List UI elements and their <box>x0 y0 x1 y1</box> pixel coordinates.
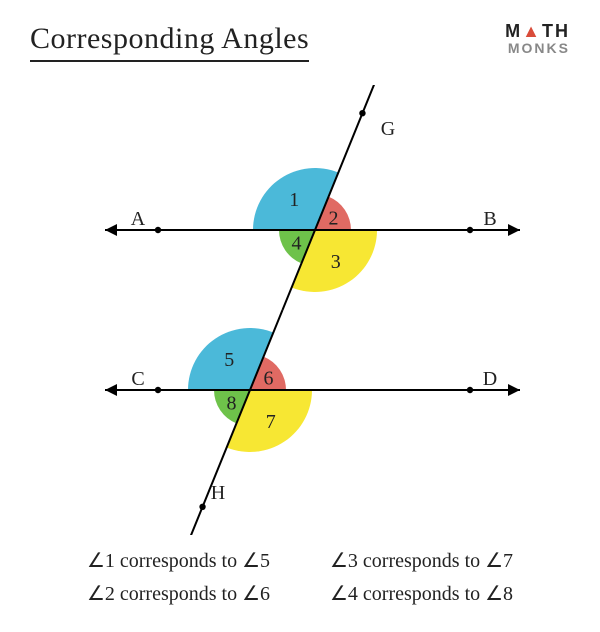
svg-text:D: D <box>483 368 497 390</box>
logo-m: M <box>505 21 522 41</box>
svg-text:C: C <box>131 368 144 390</box>
logo: M▲TH MONKS <box>505 22 570 56</box>
logo-line2: MONKS <box>505 41 570 56</box>
caption-1: ∠1 corresponds to ∠5 <box>87 548 270 573</box>
logo-th: TH <box>542 21 570 41</box>
svg-text:6: 6 <box>264 368 274 390</box>
caption-3: ∠3 corresponds to ∠7 <box>330 548 513 573</box>
svg-text:1: 1 <box>289 189 299 211</box>
svg-text:B: B <box>483 208 496 230</box>
diagram: 1 2 3 4 5 6 7 8 A B G C D H <box>40 85 560 540</box>
svg-text:8: 8 <box>226 392 236 414</box>
svg-text:7: 7 <box>266 411 276 433</box>
svg-text:G: G <box>381 118 395 140</box>
logo-line1: M▲TH <box>505 22 570 41</box>
logo-triangle-icon: ▲ <box>522 21 542 41</box>
diagram-svg: 1 2 3 4 5 6 7 8 A B G C D H <box>40 85 560 535</box>
page-title: Corresponding Angles <box>30 22 309 62</box>
svg-text:4: 4 <box>291 232 301 254</box>
captions: ∠1 corresponds to ∠5 ∠3 corresponds to ∠… <box>0 548 600 614</box>
svg-text:5: 5 <box>224 349 234 371</box>
svg-text:3: 3 <box>331 251 341 273</box>
caption-2: ∠2 corresponds to ∠6 <box>87 581 270 606</box>
caption-4: ∠4 corresponds to ∠8 <box>330 581 513 606</box>
svg-text:H: H <box>211 482 225 504</box>
svg-text:2: 2 <box>329 208 339 230</box>
svg-text:A: A <box>131 208 146 230</box>
